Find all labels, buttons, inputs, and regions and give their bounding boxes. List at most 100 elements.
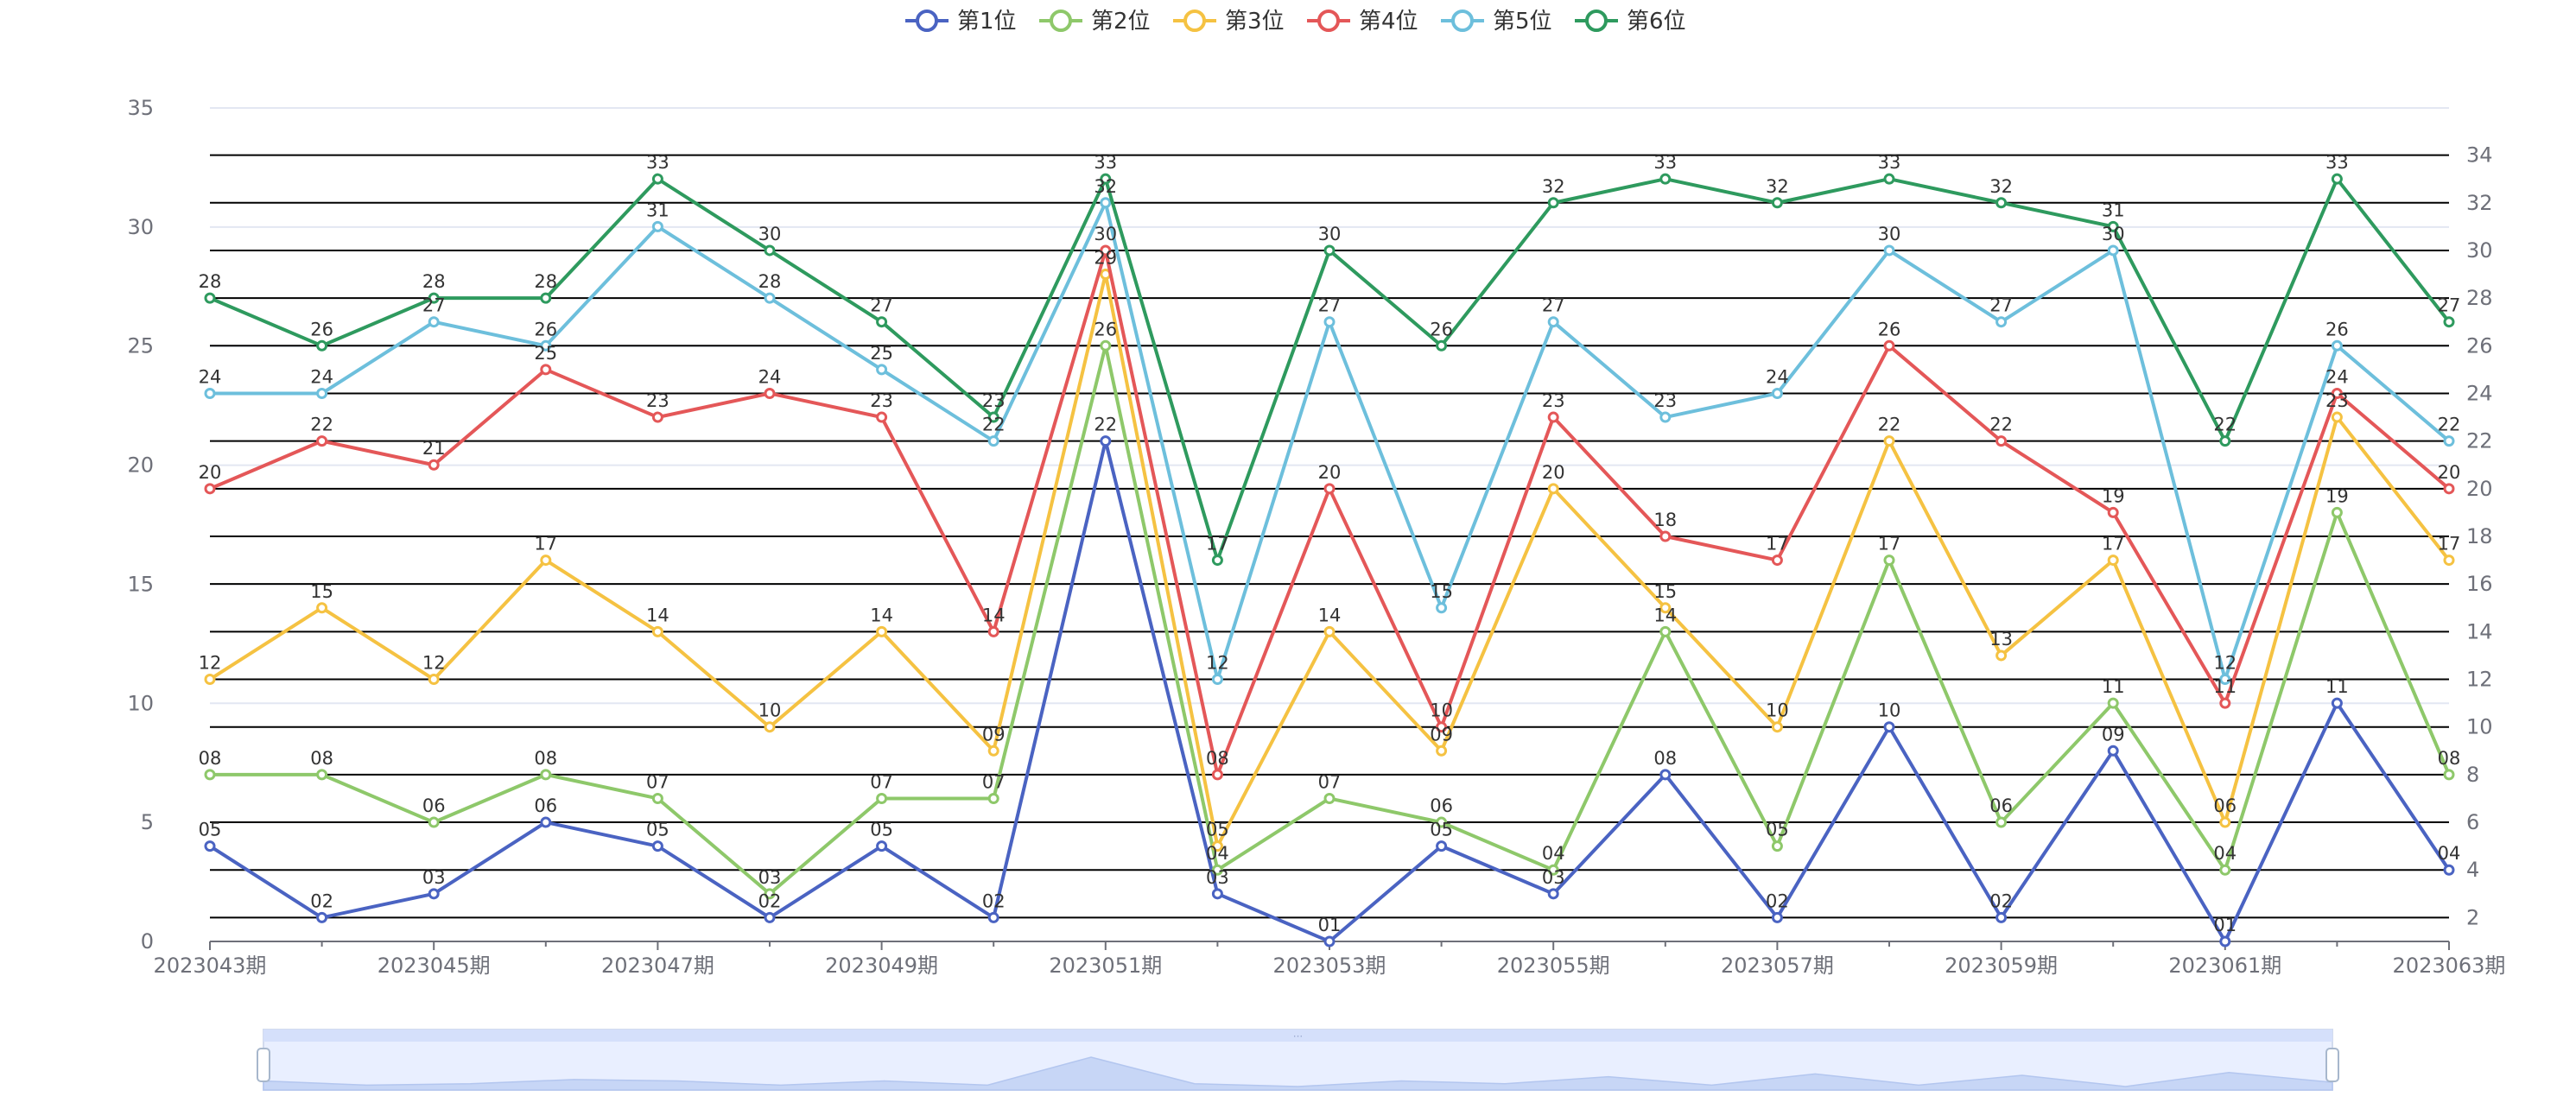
data-point-3[interactable] xyxy=(2219,816,2231,828)
data-point-4[interactable] xyxy=(1100,244,1112,257)
data-point-5[interactable] xyxy=(428,316,440,328)
data-point-4[interactable] xyxy=(1547,411,1559,423)
data-point-1[interactable] xyxy=(540,816,552,828)
data-point-6[interactable] xyxy=(428,292,440,304)
data-point-4[interactable] xyxy=(2219,697,2231,709)
data-point-1[interactable] xyxy=(204,840,216,852)
zoom-move-handle[interactable] xyxy=(263,1030,2332,1042)
data-point-2[interactable] xyxy=(1436,816,1448,828)
data-point-5[interactable] xyxy=(1547,316,1559,328)
data-point-4[interactable] xyxy=(1771,554,1783,567)
data-point-5[interactable] xyxy=(1211,674,1223,686)
data-point-2[interactable] xyxy=(1883,554,1895,567)
data-point-4[interactable] xyxy=(987,625,999,637)
data-point-1[interactable] xyxy=(1323,935,1336,947)
data-point-1[interactable] xyxy=(1995,911,2008,923)
data-point-5[interactable] xyxy=(1883,244,1895,257)
data-point-2[interactable] xyxy=(316,769,328,781)
data-point-5[interactable] xyxy=(204,387,216,399)
data-point-2[interactable] xyxy=(540,769,552,781)
data-point-2[interactable] xyxy=(876,792,888,804)
data-point-6[interactable] xyxy=(651,173,663,185)
data-point-2[interactable] xyxy=(1995,816,2008,828)
data-point-3[interactable] xyxy=(2331,411,2343,423)
data-point-1[interactable] xyxy=(651,840,663,852)
data-point-2[interactable] xyxy=(1100,339,1112,352)
zoom-left-handle[interactable] xyxy=(257,1048,270,1082)
data-point-1[interactable] xyxy=(1771,911,1783,923)
data-point-6[interactable] xyxy=(764,244,776,257)
data-point-3[interactable] xyxy=(2107,554,2119,567)
data-point-2[interactable] xyxy=(987,792,999,804)
data-point-4[interactable] xyxy=(1211,769,1223,781)
data-point-6[interactable] xyxy=(2107,220,2119,232)
data-point-4[interactable] xyxy=(1436,721,1448,733)
data-point-5[interactable] xyxy=(651,220,663,232)
data-point-5[interactable] xyxy=(876,364,888,376)
data-point-6[interactable] xyxy=(2219,435,2231,447)
data-point-1[interactable] xyxy=(876,840,888,852)
data-point-6[interactable] xyxy=(1771,197,1783,209)
data-point-3[interactable] xyxy=(876,625,888,637)
data-point-2[interactable] xyxy=(1547,864,1559,876)
data-point-5[interactable] xyxy=(2331,339,2343,352)
data-point-2[interactable] xyxy=(428,816,440,828)
data-point-5[interactable] xyxy=(764,292,776,304)
data-point-1[interactable] xyxy=(2443,864,2455,876)
data-point-3[interactable] xyxy=(540,554,552,567)
data-point-6[interactable] xyxy=(1323,244,1336,257)
data-point-1[interactable] xyxy=(2331,697,2343,709)
legend-item-3[interactable]: 第3位 xyxy=(1173,9,1285,35)
data-point-6[interactable] xyxy=(1995,197,2008,209)
data-point-6[interactable] xyxy=(876,316,888,328)
legend-item-1[interactable]: 第1位 xyxy=(905,9,1017,35)
data-point-1[interactable] xyxy=(1436,840,1448,852)
data-point-4[interactable] xyxy=(2331,387,2343,399)
data-point-3[interactable] xyxy=(2443,554,2455,567)
data-point-1[interactable] xyxy=(1100,435,1112,447)
data-point-2[interactable] xyxy=(2331,506,2343,518)
data-point-1[interactable] xyxy=(1659,769,1672,781)
data-point-6[interactable] xyxy=(2443,316,2455,328)
data-point-3[interactable] xyxy=(1659,602,1672,614)
data-point-2[interactable] xyxy=(1771,840,1783,852)
data-point-5[interactable] xyxy=(1771,387,1783,399)
data-point-5[interactable] xyxy=(2219,674,2231,686)
data-point-6[interactable] xyxy=(316,339,328,352)
data-point-3[interactable] xyxy=(1883,435,1895,447)
data-point-6[interactable] xyxy=(204,292,216,304)
data-point-4[interactable] xyxy=(1323,483,1336,495)
data-point-6[interactable] xyxy=(1211,554,1223,567)
data-point-3[interactable] xyxy=(428,674,440,686)
data-point-4[interactable] xyxy=(316,435,328,447)
data-point-3[interactable] xyxy=(204,674,216,686)
data-point-3[interactable] xyxy=(1323,625,1336,637)
data-point-5[interactable] xyxy=(1100,197,1112,209)
data-point-2[interactable] xyxy=(1323,792,1336,804)
data-point-6[interactable] xyxy=(2331,173,2343,185)
legend-item-2[interactable]: 第2位 xyxy=(1039,9,1151,35)
data-point-2[interactable] xyxy=(764,888,776,900)
data-point-4[interactable] xyxy=(651,411,663,423)
data-point-3[interactable] xyxy=(1771,721,1783,733)
legend-item-6[interactable]: 第6位 xyxy=(1575,9,1686,35)
data-point-6[interactable] xyxy=(1547,197,1559,209)
data-point-3[interactable] xyxy=(764,721,776,733)
data-point-2[interactable] xyxy=(2443,769,2455,781)
data-point-4[interactable] xyxy=(428,459,440,471)
data-point-1[interactable] xyxy=(987,911,999,923)
data-point-3[interactable] xyxy=(1211,840,1223,852)
data-point-4[interactable] xyxy=(764,387,776,399)
data-point-4[interactable] xyxy=(204,483,216,495)
data-point-5[interactable] xyxy=(1659,411,1672,423)
data-point-5[interactable] xyxy=(987,435,999,447)
data-point-1[interactable] xyxy=(1883,721,1895,733)
data-point-4[interactable] xyxy=(1995,435,2008,447)
data-point-2[interactable] xyxy=(1211,864,1223,876)
data-point-6[interactable] xyxy=(1883,173,1895,185)
data-point-2[interactable] xyxy=(1659,625,1672,637)
data-point-5[interactable] xyxy=(2107,244,2119,257)
data-point-3[interactable] xyxy=(987,745,999,757)
legend-item-5[interactable]: 第5位 xyxy=(1441,9,1552,35)
data-point-1[interactable] xyxy=(2107,745,2119,757)
